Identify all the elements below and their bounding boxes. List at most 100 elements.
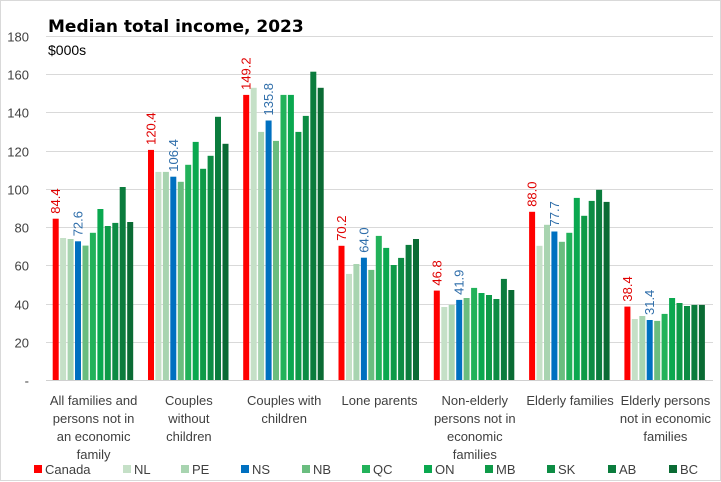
bar-ab <box>310 71 317 380</box>
bar-ns <box>551 231 558 380</box>
data-label-canada: 46.8 <box>429 260 444 285</box>
legend-swatch <box>669 465 677 473</box>
bar-sk <box>207 155 214 380</box>
legend-swatch <box>547 465 555 473</box>
bar-ab <box>119 187 126 380</box>
category-label-line: families <box>453 447 498 462</box>
bar-pe <box>353 264 360 380</box>
bar-ns <box>265 120 272 380</box>
legend-swatch <box>123 465 131 473</box>
category-label-line: Elderly families <box>526 393 614 408</box>
legend-swatch <box>241 465 249 473</box>
bar-nb <box>177 181 184 380</box>
bar-sk <box>493 299 500 380</box>
category-label-line: an economic <box>57 429 131 444</box>
bar-canada <box>243 94 250 381</box>
data-label-canada: 38.4 <box>620 276 635 301</box>
category-label: All families and persons not in an economi… <box>50 393 137 462</box>
legend-item-nb[interactable]: NB <box>302 462 331 477</box>
data-label-ns: 41.9 <box>452 270 467 295</box>
bar-pe <box>67 239 74 380</box>
bar-pe <box>258 131 265 380</box>
bar-qc <box>375 235 382 380</box>
legend-item-mb[interactable]: MB <box>485 462 516 477</box>
bar-ns <box>170 176 177 380</box>
legend-label: BC <box>680 462 698 477</box>
category-label-line: economic <box>447 429 503 444</box>
legend-label: ON <box>435 462 455 477</box>
bar-on <box>287 94 294 381</box>
bar-mb <box>295 131 302 380</box>
x-axis: All families and persons not in an economi… <box>50 393 712 462</box>
legend: Canada NL PE NS NB QC ON MB SK AB BC <box>34 462 698 477</box>
category-label-line: Couples with <box>247 393 321 408</box>
bar-qc <box>471 287 478 380</box>
legend-label: NB <box>313 462 331 477</box>
category-label-line: persons not in <box>53 411 135 426</box>
bar-qc <box>661 313 668 380</box>
bar-ab <box>215 116 221 381</box>
bar-canada <box>624 306 631 380</box>
bar-ab <box>405 244 412 380</box>
category-label: Lone parents <box>342 393 418 408</box>
legend-item-ns[interactable]: NS <box>241 462 270 477</box>
bar-nb <box>368 269 375 380</box>
bar-nb <box>463 298 470 380</box>
data-label-ns: 135.8 <box>261 83 276 116</box>
category-label-line: family <box>77 447 111 462</box>
bar-nb <box>558 241 565 380</box>
bar-bc <box>127 222 134 380</box>
chart-subtitle: $000s <box>48 42 86 58</box>
legend-item-sk[interactable]: SK <box>547 462 576 477</box>
y-tick-label: 180 <box>7 30 29 45</box>
legend-item-qc[interactable]: QC <box>362 462 393 477</box>
legend-item-canada[interactable]: Canada <box>34 462 91 477</box>
bar-canada <box>148 149 154 380</box>
bar-nl <box>60 238 67 380</box>
category-label-line: not in economic <box>620 411 712 426</box>
category-label-line: All families and <box>50 393 137 408</box>
data-label-ns: 64.0 <box>356 227 371 252</box>
y-axis: - 20 40 60 80 100 120 140 160 180 <box>7 30 29 389</box>
bar-bc <box>317 87 324 381</box>
bar-qc <box>280 94 287 381</box>
legend-label: Canada <box>45 462 91 477</box>
legend-label: PE <box>192 462 210 477</box>
data-label-ns: 106.4 <box>166 139 181 172</box>
bar-ab <box>596 189 603 380</box>
category-label-line: Non-elderly <box>442 393 509 408</box>
data-label-canada: 84.4 <box>48 188 63 213</box>
chart-title: Median total income, 2023 <box>48 17 304 37</box>
bar-ns <box>456 299 463 380</box>
y-tick-label: 160 <box>7 68 29 83</box>
bar-mb <box>390 265 397 380</box>
category-label-line: persons not in <box>434 411 516 426</box>
legend-item-bc[interactable]: BC <box>669 462 698 477</box>
bar-pe <box>639 316 646 380</box>
legend-label: MB <box>496 462 516 477</box>
bar-qc <box>185 164 192 380</box>
category-label-line: Couples <box>165 393 213 408</box>
category-label: Elderly families <box>526 393 614 408</box>
legend-item-on[interactable]: ON <box>424 462 455 477</box>
legend-label: NL <box>134 462 151 477</box>
legend-swatch <box>362 465 370 473</box>
legend-label: QC <box>373 462 393 477</box>
bar-pe <box>162 171 169 380</box>
legend-item-ab[interactable]: AB <box>608 462 636 477</box>
category-label: Couples without children <box>165 393 213 444</box>
legend-item-pe[interactable]: PE <box>181 462 210 477</box>
bar-on <box>573 197 580 380</box>
bar-qc <box>89 232 96 380</box>
bar-on <box>192 141 199 380</box>
bar-mb <box>581 215 588 380</box>
data-label-ns: 77.7 <box>547 201 562 226</box>
y-tick-label: 80 <box>15 221 29 236</box>
bar-pe <box>448 304 455 380</box>
category-label-line: families <box>643 429 688 444</box>
bar-nb <box>654 320 661 380</box>
legend-item-nl[interactable]: NL <box>123 462 151 477</box>
y-tick-label: 100 <box>7 183 29 198</box>
data-labels: 84.4 72.6 120.4 106.4 149.2 135.8 70.2 64.0 46.8… <box>48 57 657 315</box>
